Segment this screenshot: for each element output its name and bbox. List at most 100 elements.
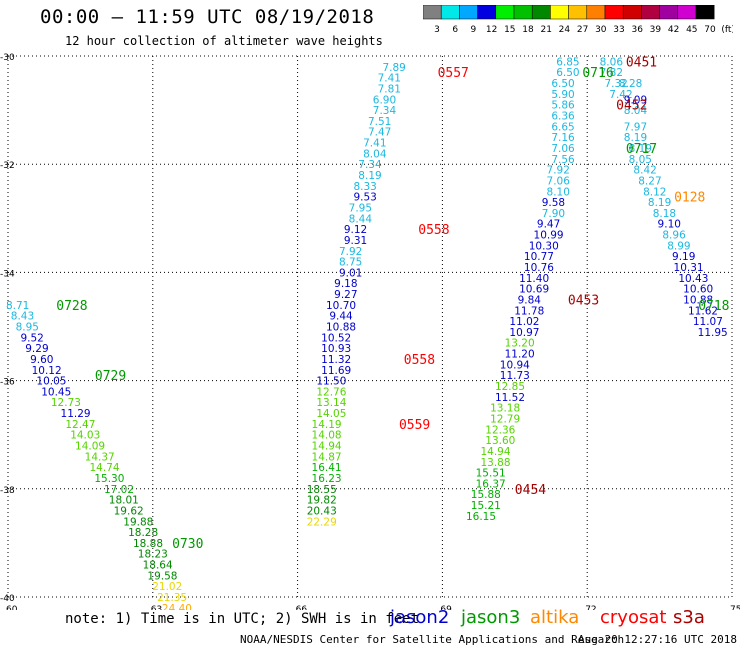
wave-height-value: 12.85 (495, 381, 525, 393)
x-tick-label: 69 (440, 605, 452, 610)
wave-height-value: 7.89 (382, 62, 405, 74)
wave-height-value: 7.81 (378, 83, 401, 95)
wave-height-value: 9.29 (25, 343, 48, 355)
wave-height-value: 15.51 (476, 468, 506, 480)
wave-height-value: 7.41 (378, 73, 401, 85)
wave-height-value: 6.65 (551, 121, 574, 133)
wave-height-value: 9.18 (334, 278, 357, 290)
wave-height-value: 14.94 (480, 446, 510, 458)
track-time-label: 0729 (95, 369, 126, 384)
y-tick-label: -32 (0, 161, 15, 171)
y-tick-label: -38 (0, 486, 15, 496)
wave-height-value: 8.95 (16, 322, 39, 334)
wave-height-value: 7.92 (339, 246, 362, 258)
wave-height-value: 9.52 (20, 332, 43, 344)
credit-line: NOAA/NESDIS Center for Satellite Applica… (240, 633, 625, 646)
wave-height-value: 8.96 (662, 230, 686, 242)
wave-height-value: 8.04 (363, 148, 387, 160)
track-time-label: 0128 (674, 191, 705, 206)
wave-height-value: 10.88 (683, 294, 713, 306)
wave-height-value: 10.97 (509, 327, 539, 339)
wave-height-value: 16.41 (312, 462, 342, 474)
wave-height-value: 12.76 (316, 386, 346, 398)
x-tick-label: 60 (6, 605, 18, 610)
wave-height-value: 14.09 (75, 441, 105, 453)
wave-height-value: 8.42 (633, 165, 656, 177)
wave-height-value: 10.76 (524, 262, 554, 274)
wave-height-value: 20.43 (307, 505, 337, 517)
wave-height-value: 15.21 (471, 500, 501, 512)
wave-height-value: 10.52 (321, 332, 351, 344)
track-time-label: 0728 (56, 299, 87, 314)
wave-height-value: 16.37 (476, 478, 506, 490)
y-tick-label: -34 (0, 269, 15, 279)
wave-height-value: 10.60 (683, 284, 713, 296)
wave-height-value: 18.28 (128, 527, 158, 539)
wave-height-value: 8.43 (11, 311, 34, 323)
wave-height-value: 21.35 (157, 592, 187, 604)
wave-height-value: 14.87 (312, 451, 342, 463)
wave-height-value: 7.34 (373, 105, 397, 117)
track-time-label: 0558 (418, 223, 449, 238)
track-time-label: 0454 (515, 483, 546, 498)
wave-height-value: 11.73 (500, 370, 530, 382)
colorbar-label: (ft) (721, 25, 733, 35)
colorbar-label: 42 (668, 25, 679, 35)
wave-height-value: 10.30 (529, 240, 559, 252)
wave-height-value: 10.77 (524, 251, 554, 263)
colorbar-label: 39 (650, 25, 662, 35)
wave-height-value: 6.85 (556, 56, 579, 68)
wave-height-value: 11.20 (505, 349, 535, 361)
wave-height-value: 17.02 (104, 484, 134, 496)
wave-height-value: 19.58 (147, 570, 177, 582)
wave-height-value: 9.19 (672, 251, 695, 263)
wave-height-value: 10.93 (321, 343, 351, 355)
colorbar-label: 36 (631, 25, 643, 35)
wave-height-value: 12.73 (51, 397, 81, 409)
wave-height-value: 7.06 (551, 143, 575, 155)
wave-height-value: 6.36 (551, 111, 575, 123)
colorbar-label: 18 (522, 25, 534, 35)
wave-height-value: 9.12 (344, 224, 367, 236)
wave-height-value: 14.19 (312, 419, 342, 431)
wave-height-value: 18.64 (143, 560, 173, 572)
wave-height-value: 10.05 (36, 376, 66, 388)
colorbar-label: 6 (452, 25, 458, 35)
wave-height-value: 7.16 (551, 132, 575, 144)
wave-height-value: 19.62 (114, 505, 144, 517)
track-time-label: 0451 (626, 55, 657, 70)
wave-height-value: 11.02 (509, 316, 539, 328)
wave-height-value: 10.70 (326, 300, 356, 312)
chart-subtitle: 12 hour collection of altimeter wave hei… (65, 34, 383, 48)
colorbar-label: 21 (540, 25, 551, 35)
wave-height-value: 9.09 (624, 94, 647, 106)
wave-height-value: 10.45 (41, 386, 71, 398)
wave-height-value: 8.19 (648, 197, 671, 209)
wave-height-value: 7.42 (609, 89, 632, 101)
wave-height-value: 7.06 (547, 175, 571, 187)
wave-height-value: 24.40 (162, 603, 192, 610)
wave-height-value: 10.94 (500, 359, 530, 371)
wave-height-value: 8.06 (600, 56, 624, 68)
colorbar-label: 45 (686, 25, 697, 35)
wave-height-value: 16.23 (312, 473, 342, 485)
wave-height-value: 9.44 (329, 311, 353, 323)
wave-height-value: 8.19 (624, 132, 647, 144)
colorbar-label: 70 (704, 25, 716, 35)
wave-height-value: 8.44 (349, 213, 373, 225)
colorbar-label: 3 (434, 25, 440, 35)
wave-height-value: 11.78 (514, 305, 544, 317)
wave-height-value: 15.30 (94, 473, 124, 485)
wave-height-value: 7.92 (547, 165, 570, 177)
wave-height-value: 10.69 (519, 284, 549, 296)
wave-height-value: 5.90 (551, 89, 574, 101)
wave-height-value: 15.88 (471, 489, 501, 501)
track-time-label: 0716 (582, 66, 613, 81)
wave-height-value: 11.95 (698, 327, 728, 339)
colorbar-label: 33 (613, 25, 624, 35)
wave-height-value: 22.29 (307, 516, 337, 528)
track-time-label: 0559 (399, 418, 430, 433)
colorbar-label: 15 (504, 25, 515, 35)
wave-height-value: 8.19 (629, 143, 652, 155)
wave-height-value: 19.88 (123, 516, 153, 528)
